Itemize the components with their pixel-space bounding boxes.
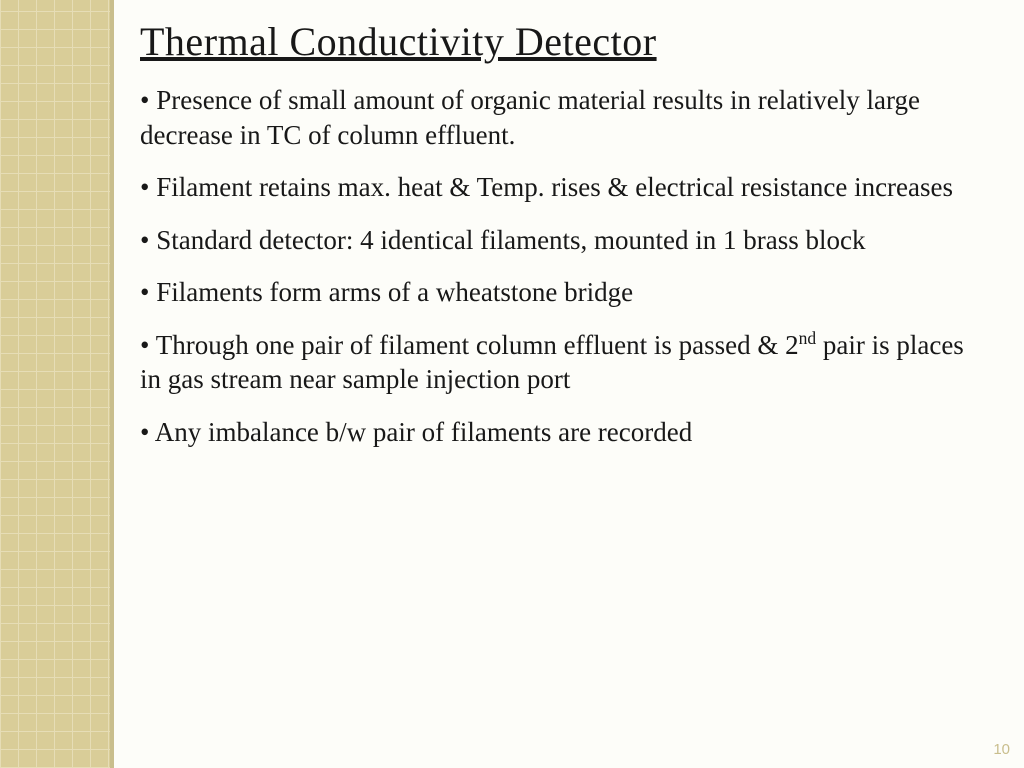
slide-title: Thermal Conductivity Detector bbox=[140, 18, 990, 65]
bullet-item: • Presence of small amount of organic ma… bbox=[140, 83, 990, 152]
bullet-text: Through one pair of filament column effl… bbox=[140, 330, 964, 395]
bullet-text: Filaments form arms of a wheatstone brid… bbox=[156, 277, 633, 307]
page-number: 10 bbox=[993, 741, 1010, 758]
bullet-text: Any imbalance b/w pair of filaments are … bbox=[155, 417, 693, 447]
bullet-item: • Through one pair of filament column ef… bbox=[140, 328, 990, 397]
bullet-item: • Filaments form arms of a wheatstone br… bbox=[140, 275, 990, 310]
slide-content: Thermal Conductivity Detector • Presence… bbox=[140, 18, 990, 467]
bullet-text: Filament retains max. heat & Temp. rises… bbox=[156, 172, 953, 202]
bullet-text: Presence of small amount of organic mate… bbox=[140, 85, 920, 150]
bullet-item: • Standard detector: 4 identical filamen… bbox=[140, 223, 990, 258]
bullet-item: • Filament retains max. heat & Temp. ris… bbox=[140, 170, 990, 205]
bullet-text: Standard detector: 4 identical filaments… bbox=[156, 225, 865, 255]
decorative-sidebar bbox=[0, 0, 110, 768]
decorative-sidebar-edge bbox=[110, 0, 114, 768]
bullet-item: • Any imbalance b/w pair of filaments ar… bbox=[140, 415, 990, 450]
